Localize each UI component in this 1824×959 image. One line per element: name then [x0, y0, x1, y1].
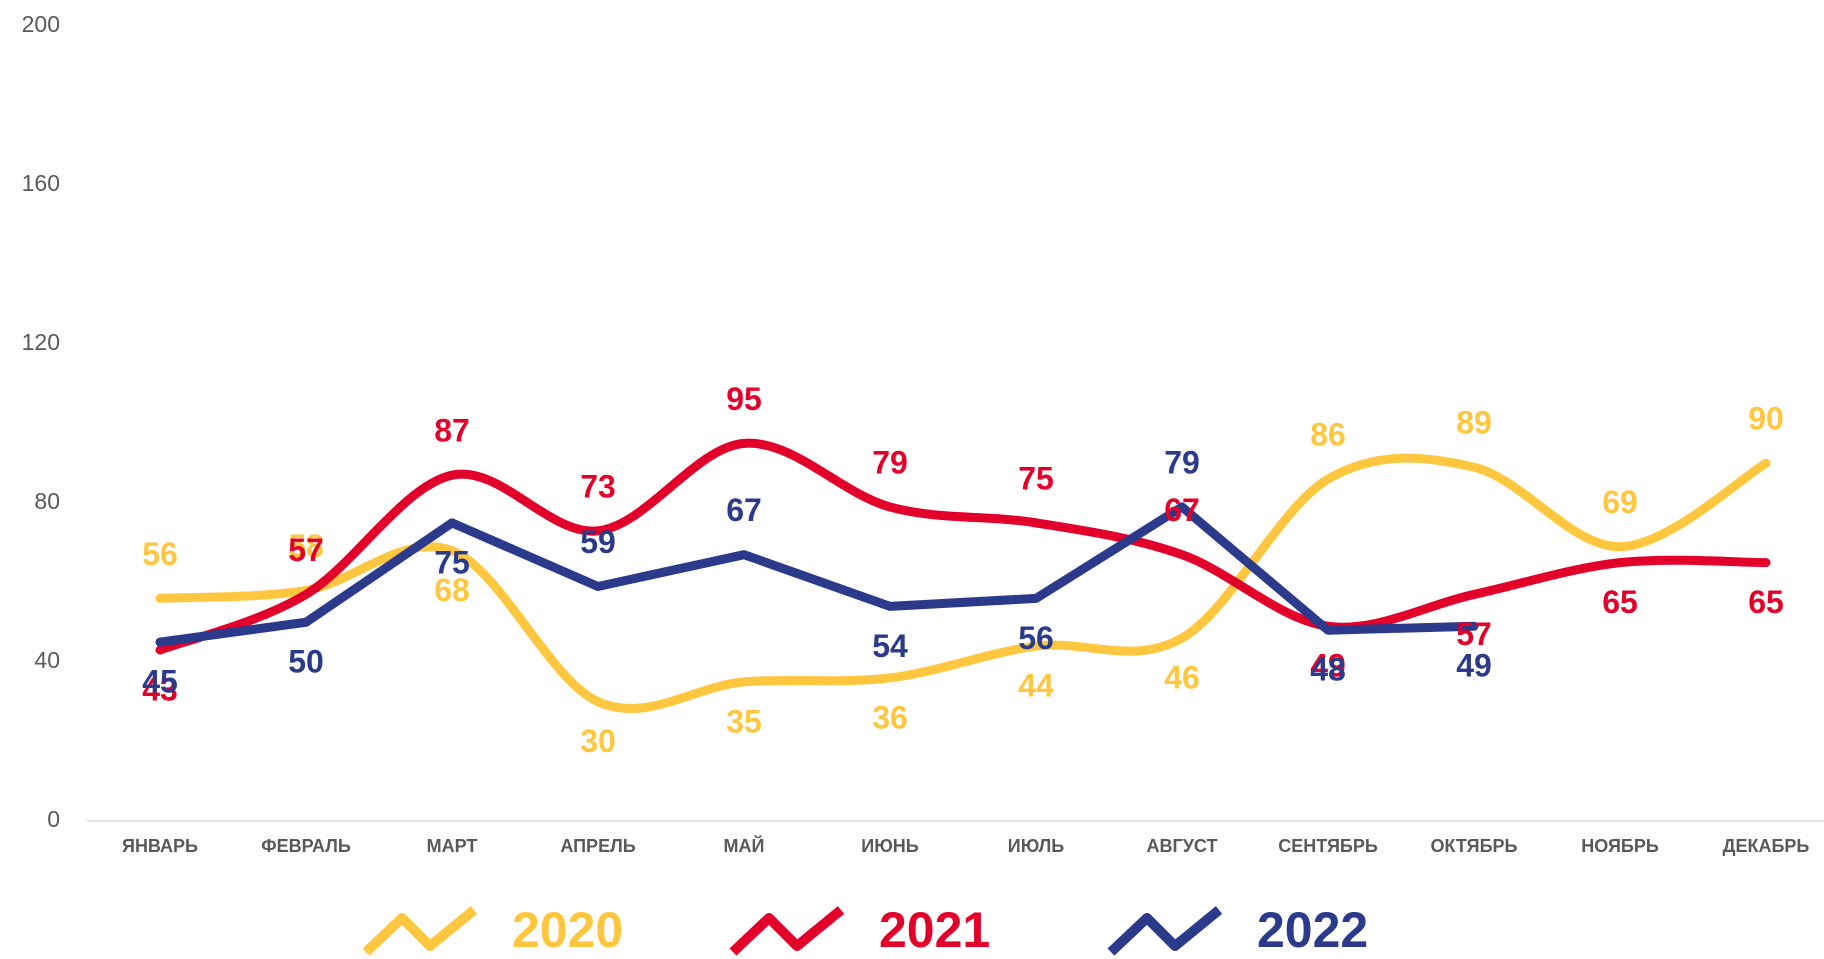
- data-label: 69: [1602, 484, 1638, 520]
- data-label: 79: [872, 444, 908, 480]
- x-tick-label: ДЕКАБРЬ: [1723, 836, 1810, 856]
- data-label: 65: [1602, 584, 1638, 620]
- data-label: 46: [1164, 660, 1200, 696]
- data-label: 95: [726, 381, 762, 417]
- x-tick-label: АВГУСТ: [1147, 836, 1218, 856]
- data-label: 48: [1310, 652, 1346, 688]
- y-tick-label: 160: [22, 170, 60, 196]
- legend-icon: [362, 906, 478, 956]
- legend-label: 2021: [879, 902, 990, 958]
- data-label: 36: [872, 699, 908, 735]
- x-tick-label: ЯНВАРЬ: [122, 836, 198, 856]
- data-label: 65: [1748, 584, 1784, 620]
- x-tick-label: МАРТ: [427, 836, 478, 856]
- data-label: 57: [288, 532, 324, 568]
- series-line: [155, 502, 1479, 647]
- data-label: 86: [1310, 417, 1346, 453]
- x-tick-label: ФЕВРАЛЬ: [261, 836, 351, 856]
- x-tick-label: СЕНТЯБРЬ: [1278, 836, 1378, 856]
- data-label: 67: [726, 492, 762, 528]
- data-label: 49: [1310, 648, 1346, 684]
- data-label: 44: [1018, 668, 1054, 704]
- data-label: 75: [434, 544, 470, 580]
- x-tick-label: МАЙ: [724, 835, 765, 856]
- data-label: 68: [434, 572, 470, 608]
- data-label: 54: [872, 628, 908, 664]
- data-label: 35: [726, 703, 762, 739]
- series-line: [155, 453, 1771, 714]
- data-label: 50: [288, 644, 324, 680]
- x-tick-label: ИЮНЬ: [861, 836, 918, 856]
- x-tick-label: АПРЕЛЬ: [560, 836, 635, 856]
- legend-label: 2022: [1257, 902, 1368, 958]
- data-label: 58: [288, 528, 324, 564]
- legend-icon: [729, 906, 845, 956]
- x-tick-label: НОЯБРЬ: [1581, 836, 1659, 856]
- data-label: 30: [580, 723, 616, 759]
- x-tick-label: ОКТЯБРЬ: [1430, 836, 1517, 856]
- data-label: 87: [434, 413, 470, 449]
- data-label: 73: [580, 468, 616, 504]
- data-label: 45: [142, 664, 178, 700]
- data-label: 90: [1748, 401, 1784, 437]
- y-tick-label: 80: [34, 488, 60, 514]
- data-label: 79: [1164, 444, 1200, 480]
- y-tick-label: 0: [47, 806, 60, 832]
- data-label: 49: [1456, 648, 1492, 684]
- x-tick-label: ИЮЛЬ: [1008, 836, 1064, 856]
- data-label: 57: [1456, 616, 1492, 652]
- data-label: 56: [1018, 620, 1054, 656]
- data-label: 59: [580, 524, 616, 560]
- y-tick-label: 120: [22, 329, 60, 355]
- data-label: 56: [142, 536, 178, 572]
- y-tick-label: 40: [34, 647, 60, 673]
- data-label: 67: [1164, 492, 1200, 528]
- legend-label: 2020: [512, 902, 623, 958]
- series-line: [155, 438, 1771, 655]
- data-label: 89: [1456, 405, 1492, 441]
- data-label: 43: [142, 672, 178, 708]
- y-tick-label: 200: [22, 11, 60, 37]
- legend-icon: [1107, 906, 1223, 956]
- data-label: 75: [1018, 460, 1054, 496]
